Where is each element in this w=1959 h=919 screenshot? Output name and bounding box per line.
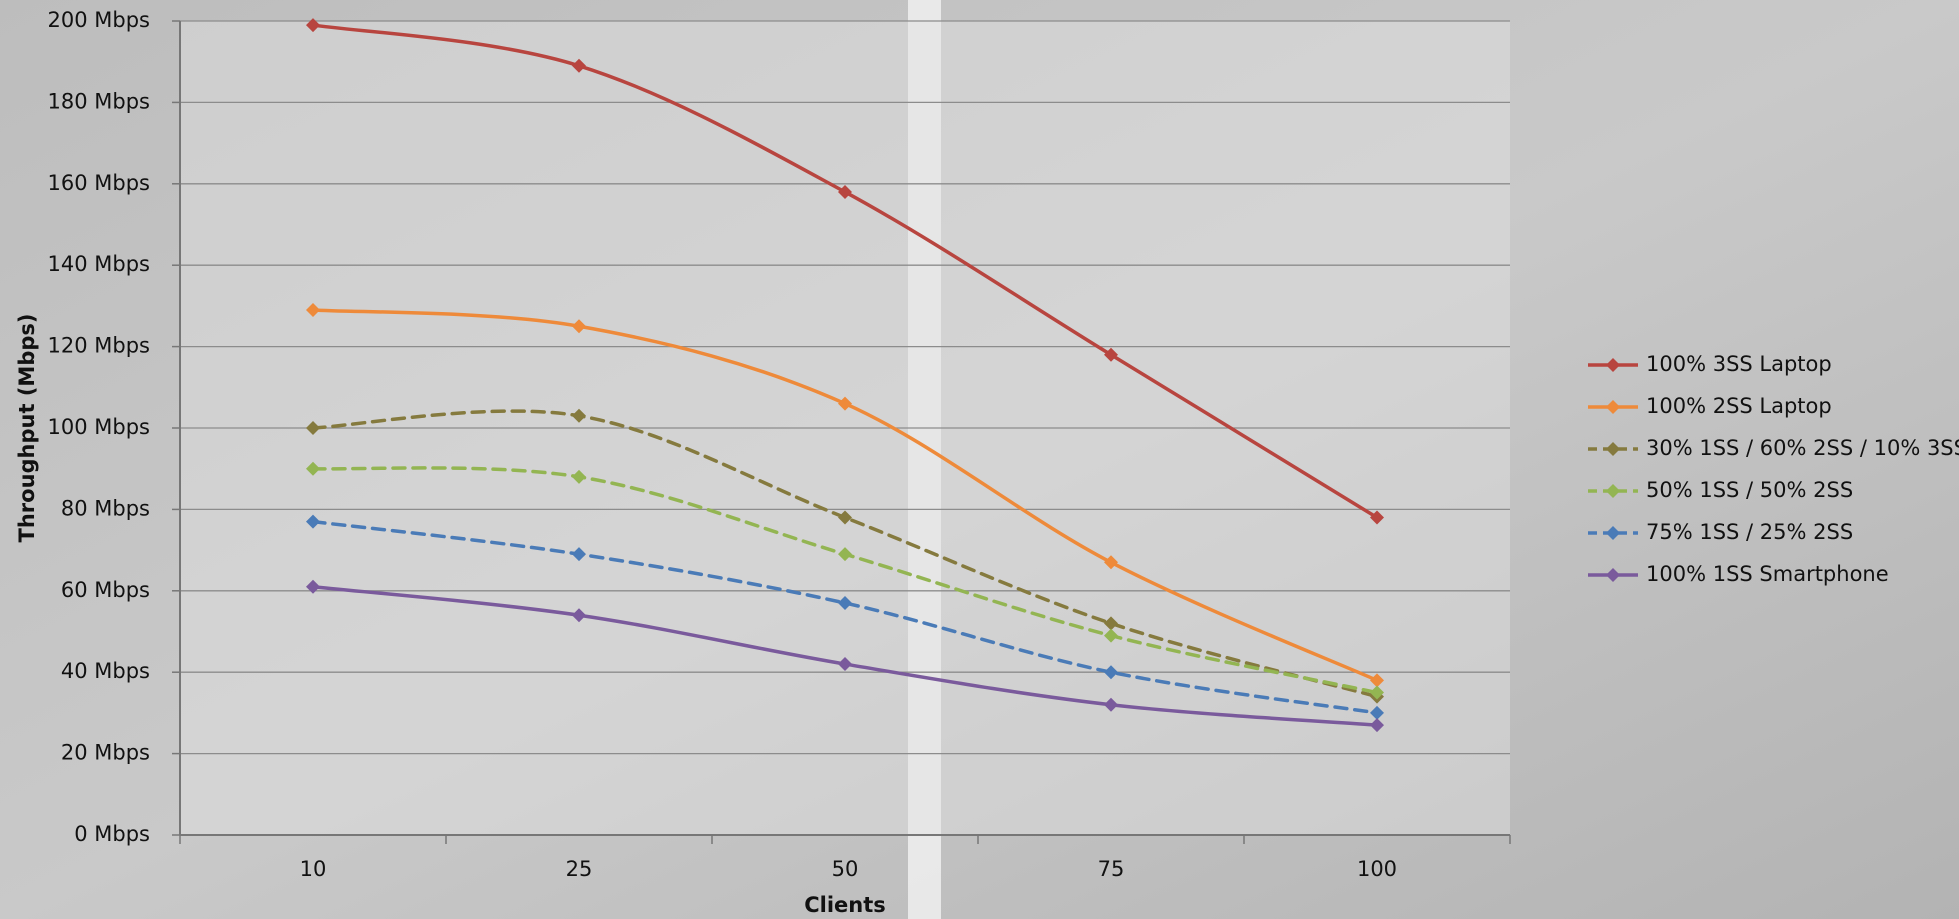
- y-tick-label: 140 Mbps: [48, 252, 150, 276]
- y-tick-label: 200 Mbps: [48, 8, 150, 32]
- y-tick-label: 80 Mbps: [61, 496, 150, 520]
- legend-label: 50% 1SS / 50% 2SS: [1646, 478, 1853, 502]
- legend-label: 30% 1SS / 60% 2SS / 10% 3SS: [1646, 436, 1959, 460]
- y-tick-label: 100 Mbps: [48, 415, 150, 439]
- x-tick-label: 100: [1357, 857, 1397, 881]
- chart: Clients Throughput (Mbps) 0 Mbps 20 Mbps 4…: [0, 0, 1959, 919]
- x-tick-label: 10: [300, 857, 327, 881]
- legend-label: 100% 2SS Laptop: [1646, 394, 1832, 418]
- y-tick-label: 0 Mbps: [74, 822, 150, 846]
- y-tick-label: 180 Mbps: [48, 89, 150, 113]
- y-tick-label: 120 Mbps: [48, 334, 150, 358]
- y-tick-label: 40 Mbps: [61, 659, 150, 683]
- legend-label: 75% 1SS / 25% 2SS: [1646, 520, 1853, 544]
- y-axis-title: Throughput (Mbps): [15, 314, 39, 543]
- x-tick-label: 75: [1098, 857, 1125, 881]
- x-tick-label: 25: [566, 857, 593, 881]
- y-tick-label: 60 Mbps: [61, 578, 150, 602]
- x-axis-title: Clients: [804, 893, 886, 917]
- page: {"chart_data": { "type": "line", "x_labe…: [0, 0, 1959, 919]
- y-tick-label: 20 Mbps: [61, 741, 150, 765]
- x-tick-label: 50: [832, 857, 859, 881]
- y-tick-label: 160 Mbps: [48, 171, 150, 195]
- legend-label: 100% 1SS Smartphone: [1646, 562, 1889, 586]
- legend-label: 100% 3SS Laptop: [1646, 352, 1832, 376]
